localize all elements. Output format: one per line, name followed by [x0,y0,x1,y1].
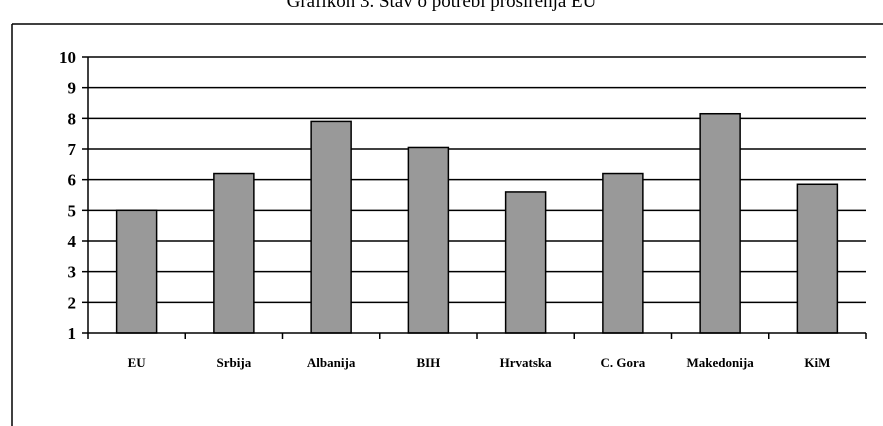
axes [82,56,867,339]
y-tick-label: 2 [68,293,77,312]
bar-hrvatska [504,191,547,334]
x-tick-label: Hrvatska [500,355,553,370]
y-tick-label: 8 [68,109,77,128]
x-tick-label: EU [128,355,147,370]
x-tick-label: Albanija [307,355,356,370]
y-tick-label: 3 [68,263,77,282]
x-tick-label: BIH [416,355,440,370]
bar-albanija [310,120,352,334]
x-tick-label: C. Gora [600,355,645,370]
y-tick-labels: 1 2 3 4 5 6 7 8 9 10 [59,48,77,343]
y-tick-label: 10 [59,48,76,67]
x-tick-label: Srbija [217,355,252,370]
y-tick-label: 5 [68,201,77,220]
bar-eu [115,209,158,334]
x-tick-labels: EU Srbija Albanija BIH Hrvatska C. Gora Makedo… [128,355,831,370]
bar-makedonija [699,112,741,334]
y-tick-label: 1 [68,324,77,343]
x-tick-label: Makedonija [687,355,755,370]
y-tick-label: 7 [68,140,77,159]
y-tick-label: 4 [68,232,77,251]
y-tick-label: 6 [68,171,77,190]
bar-kim [796,183,839,334]
bar-bih [407,146,450,334]
bar-c-gora [602,172,644,334]
x-tick-label: KiM [804,355,830,370]
grid-lines [88,56,866,304]
bars [115,112,839,334]
bar-srbija [213,172,255,334]
y-tick-label: 9 [68,79,77,98]
chart-title: Grafikon 3. Stav o potrebi proširenja EU [286,0,597,12]
